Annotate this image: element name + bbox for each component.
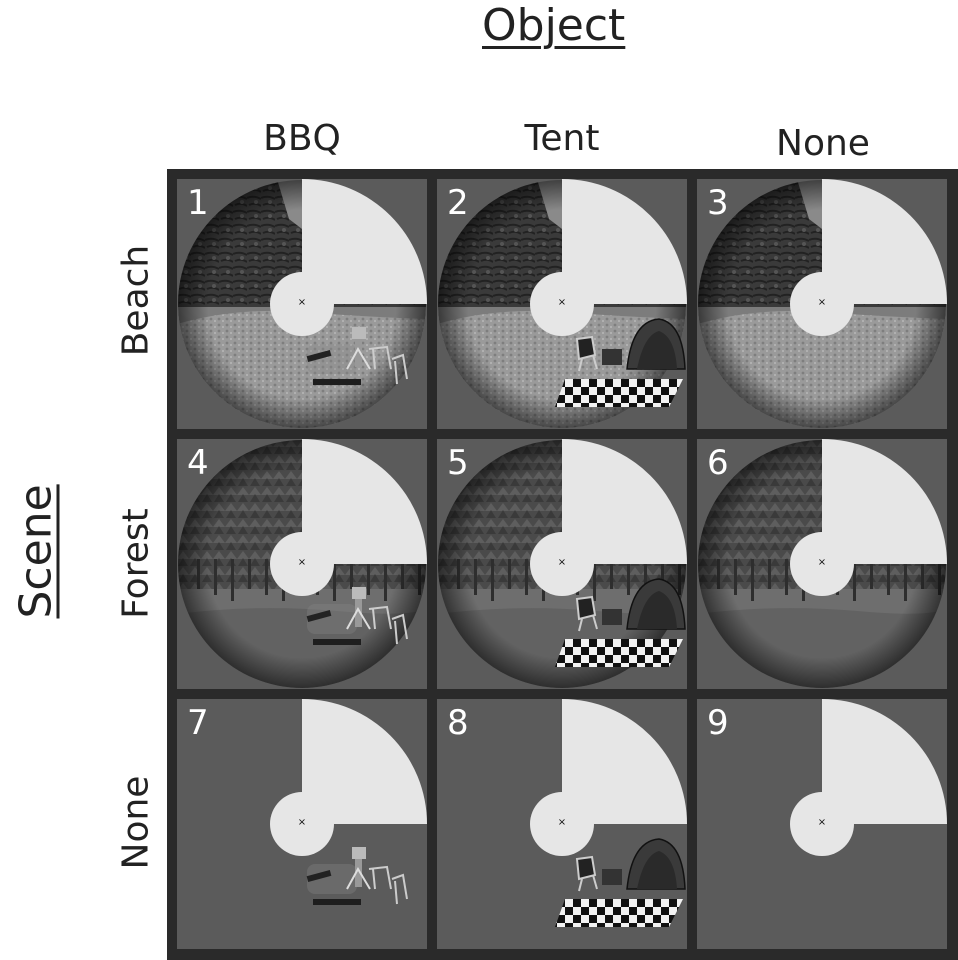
cell-number: 1 [187, 183, 209, 223]
tent-object [555, 838, 686, 927]
fixation-cross: × [817, 297, 827, 308]
tent-object [555, 318, 686, 407]
bbq-object [306, 587, 408, 645]
column-label-none: None [776, 123, 870, 164]
cell-number: 7 [187, 703, 209, 743]
stimulus-cell-7: × 7 [177, 699, 427, 949]
stimulus-grid: × 1 × 2 × 3 × 4 × 5 × 6 × 7 × 8 × 9 [167, 169, 958, 960]
stimulus-cell-5: × 5 [437, 439, 687, 689]
stimulus-cell-3: × 3 [697, 179, 947, 429]
row-label-none: None [115, 775, 157, 870]
stimulus-cell-2: × 2 [437, 179, 687, 429]
fixation-cross: × [557, 297, 567, 308]
stimulus-cell-6: × 6 [697, 439, 947, 689]
column-label-tent: Tent [524, 118, 600, 159]
fixation-cross: × [297, 817, 307, 828]
fixation-cross: × [817, 557, 827, 568]
bbq-object [306, 847, 408, 905]
row-label-beach: Beach [115, 244, 157, 357]
cell-number: 3 [707, 183, 729, 223]
fixation-cross: × [557, 557, 567, 568]
stimulus-cell-9: × 9 [697, 699, 947, 949]
cell-number: 2 [447, 183, 469, 223]
fixation-cross: × [817, 817, 827, 828]
row-label-forest: Forest [115, 508, 157, 619]
stimulus-cell-1: × 1 [177, 179, 427, 429]
stimulus-cell-8: × 8 [437, 699, 687, 949]
cell-number: 6 [707, 443, 729, 483]
column-label-bbq: BBQ [263, 118, 341, 159]
cell-number: 8 [447, 703, 469, 743]
fixation-cross: × [557, 817, 567, 828]
cell-number: 4 [187, 443, 209, 483]
fixation-cross: × [297, 297, 307, 308]
fixation-cross: × [297, 557, 307, 568]
tent-object [555, 578, 686, 667]
stimulus-cell-4: × 4 [177, 439, 427, 689]
object-axis-title: Object [482, 0, 626, 51]
cell-number: 9 [707, 703, 729, 743]
cell-number: 5 [447, 443, 469, 483]
scene-axis-title: Scene [10, 484, 62, 619]
bbq-object [306, 327, 408, 385]
